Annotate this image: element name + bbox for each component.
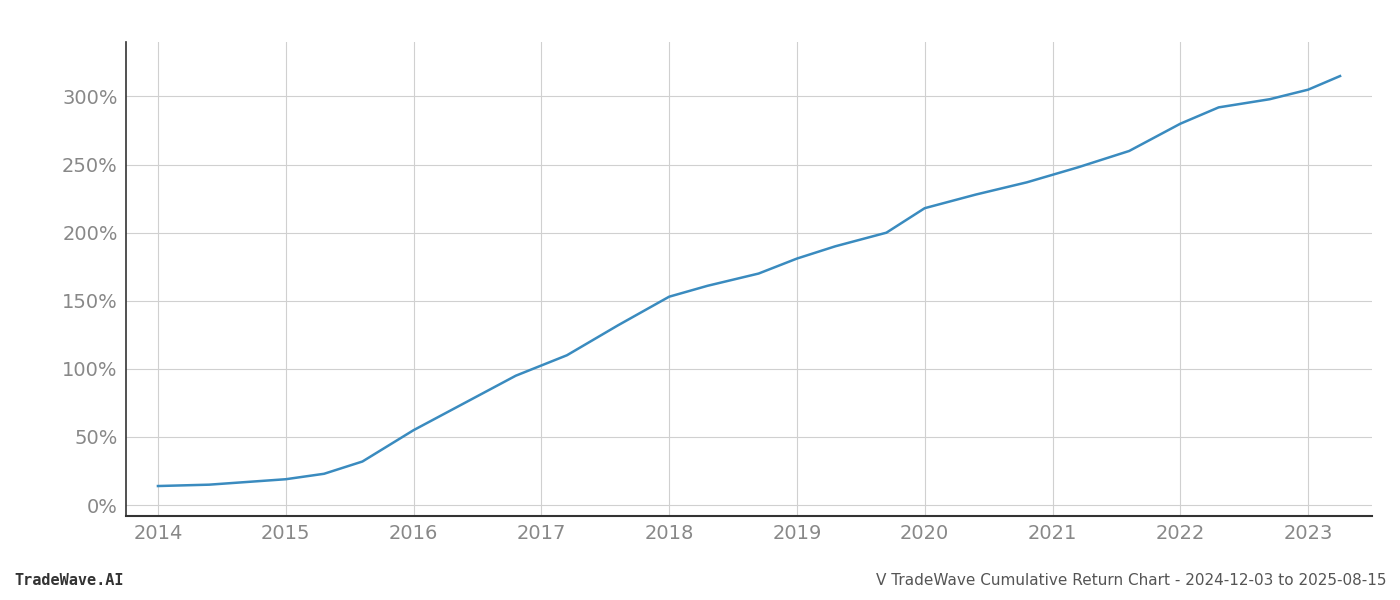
Text: TradeWave.AI: TradeWave.AI (14, 573, 123, 588)
Text: V TradeWave Cumulative Return Chart - 2024-12-03 to 2025-08-15: V TradeWave Cumulative Return Chart - 20… (875, 573, 1386, 588)
